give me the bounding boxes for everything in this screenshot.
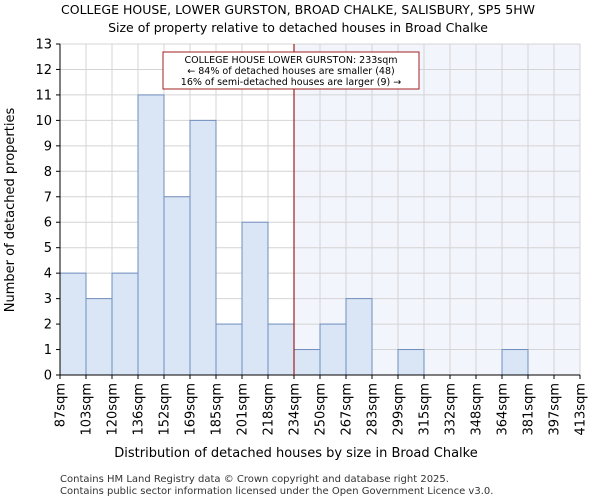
y-tick-label: 2	[44, 318, 52, 333]
histogram-bar	[85, 298, 113, 376]
footer-line-1: Contains HM Land Registry data © Crown c…	[60, 474, 449, 485]
histogram-bar	[59, 272, 87, 376]
x-tick-label: 103sqm	[80, 383, 95, 436]
x-axis-title: Distribution of detached houses by size …	[114, 446, 477, 461]
y-tick-label: 7	[44, 190, 52, 205]
chart-subtitle: Size of property relative to detached ho…	[108, 20, 488, 35]
histogram-bar	[137, 94, 165, 376]
x-tick-label: 185sqm	[210, 383, 225, 436]
histogram-bar	[215, 323, 243, 376]
chart-title: COLLEGE HOUSE, LOWER GURSTON, BROAD CHAL…	[61, 2, 535, 17]
x-tick-label: 234sqm	[288, 383, 303, 436]
x-tick-label: 267sqm	[340, 383, 355, 436]
x-tick-label: 136sqm	[132, 383, 147, 436]
y-tick-label: 4	[44, 267, 52, 282]
y-tick-label: 8	[44, 165, 52, 180]
x-tick-label: 283sqm	[366, 383, 381, 436]
x-tick-label: 332sqm	[444, 383, 459, 436]
y-tick-label: 13	[35, 38, 52, 53]
histogram-bar	[111, 272, 139, 376]
x-tick-label: 397sqm	[548, 383, 563, 436]
y-tick-label: 5	[44, 241, 52, 256]
footer-line-2: Contains public sector information licen…	[60, 486, 493, 497]
y-tick-label: 6	[44, 216, 52, 231]
x-tick-label: 152sqm	[158, 383, 173, 436]
annotation-line: COLLEGE HOUSE LOWER GURSTON: 233sqm	[184, 55, 397, 66]
histogram-bar	[293, 349, 321, 376]
x-tick-label: 87sqm	[54, 383, 69, 427]
histogram-bar	[319, 323, 347, 376]
y-tick-label: 3	[44, 292, 52, 307]
x-tick-label: 413sqm	[574, 383, 589, 436]
y-tick-label: 1	[44, 343, 52, 358]
y-tick-label: 10	[35, 114, 52, 129]
x-tick-label: 299sqm	[392, 383, 407, 436]
x-tick-label: 364sqm	[496, 383, 511, 436]
x-tick-label: 250sqm	[314, 383, 329, 436]
histogram-bar	[189, 119, 217, 376]
annotation-box	[162, 51, 420, 90]
x-tick-label: 169sqm	[184, 383, 199, 436]
histogram-bar	[241, 221, 269, 376]
annotation-line: 16% of semi-detached houses are larger (…	[181, 77, 401, 88]
x-tick-label: 348sqm	[470, 383, 485, 436]
x-tick-label: 201sqm	[236, 383, 251, 436]
x-tick-label: 120sqm	[106, 383, 121, 436]
highlight-region	[294, 44, 580, 375]
histogram-bar	[397, 349, 425, 376]
y-axis-title: Number of detached properties	[3, 108, 18, 313]
histogram-bar	[267, 323, 295, 376]
y-tick-label: 9	[44, 139, 52, 154]
y-tick-label: 12	[35, 63, 52, 78]
x-tick-label: 218sqm	[262, 383, 277, 436]
annotation-line: ← 84% of detached houses are smaller (48…	[187, 66, 394, 77]
histogram-bar	[501, 349, 529, 376]
y-tick-label: 0	[44, 369, 52, 384]
histogram-bar	[163, 196, 191, 376]
histogram-bar	[345, 298, 373, 376]
x-tick-label: 315sqm	[418, 383, 433, 436]
y-tick-label: 11	[35, 88, 52, 103]
x-tick-label: 381sqm	[522, 383, 537, 436]
